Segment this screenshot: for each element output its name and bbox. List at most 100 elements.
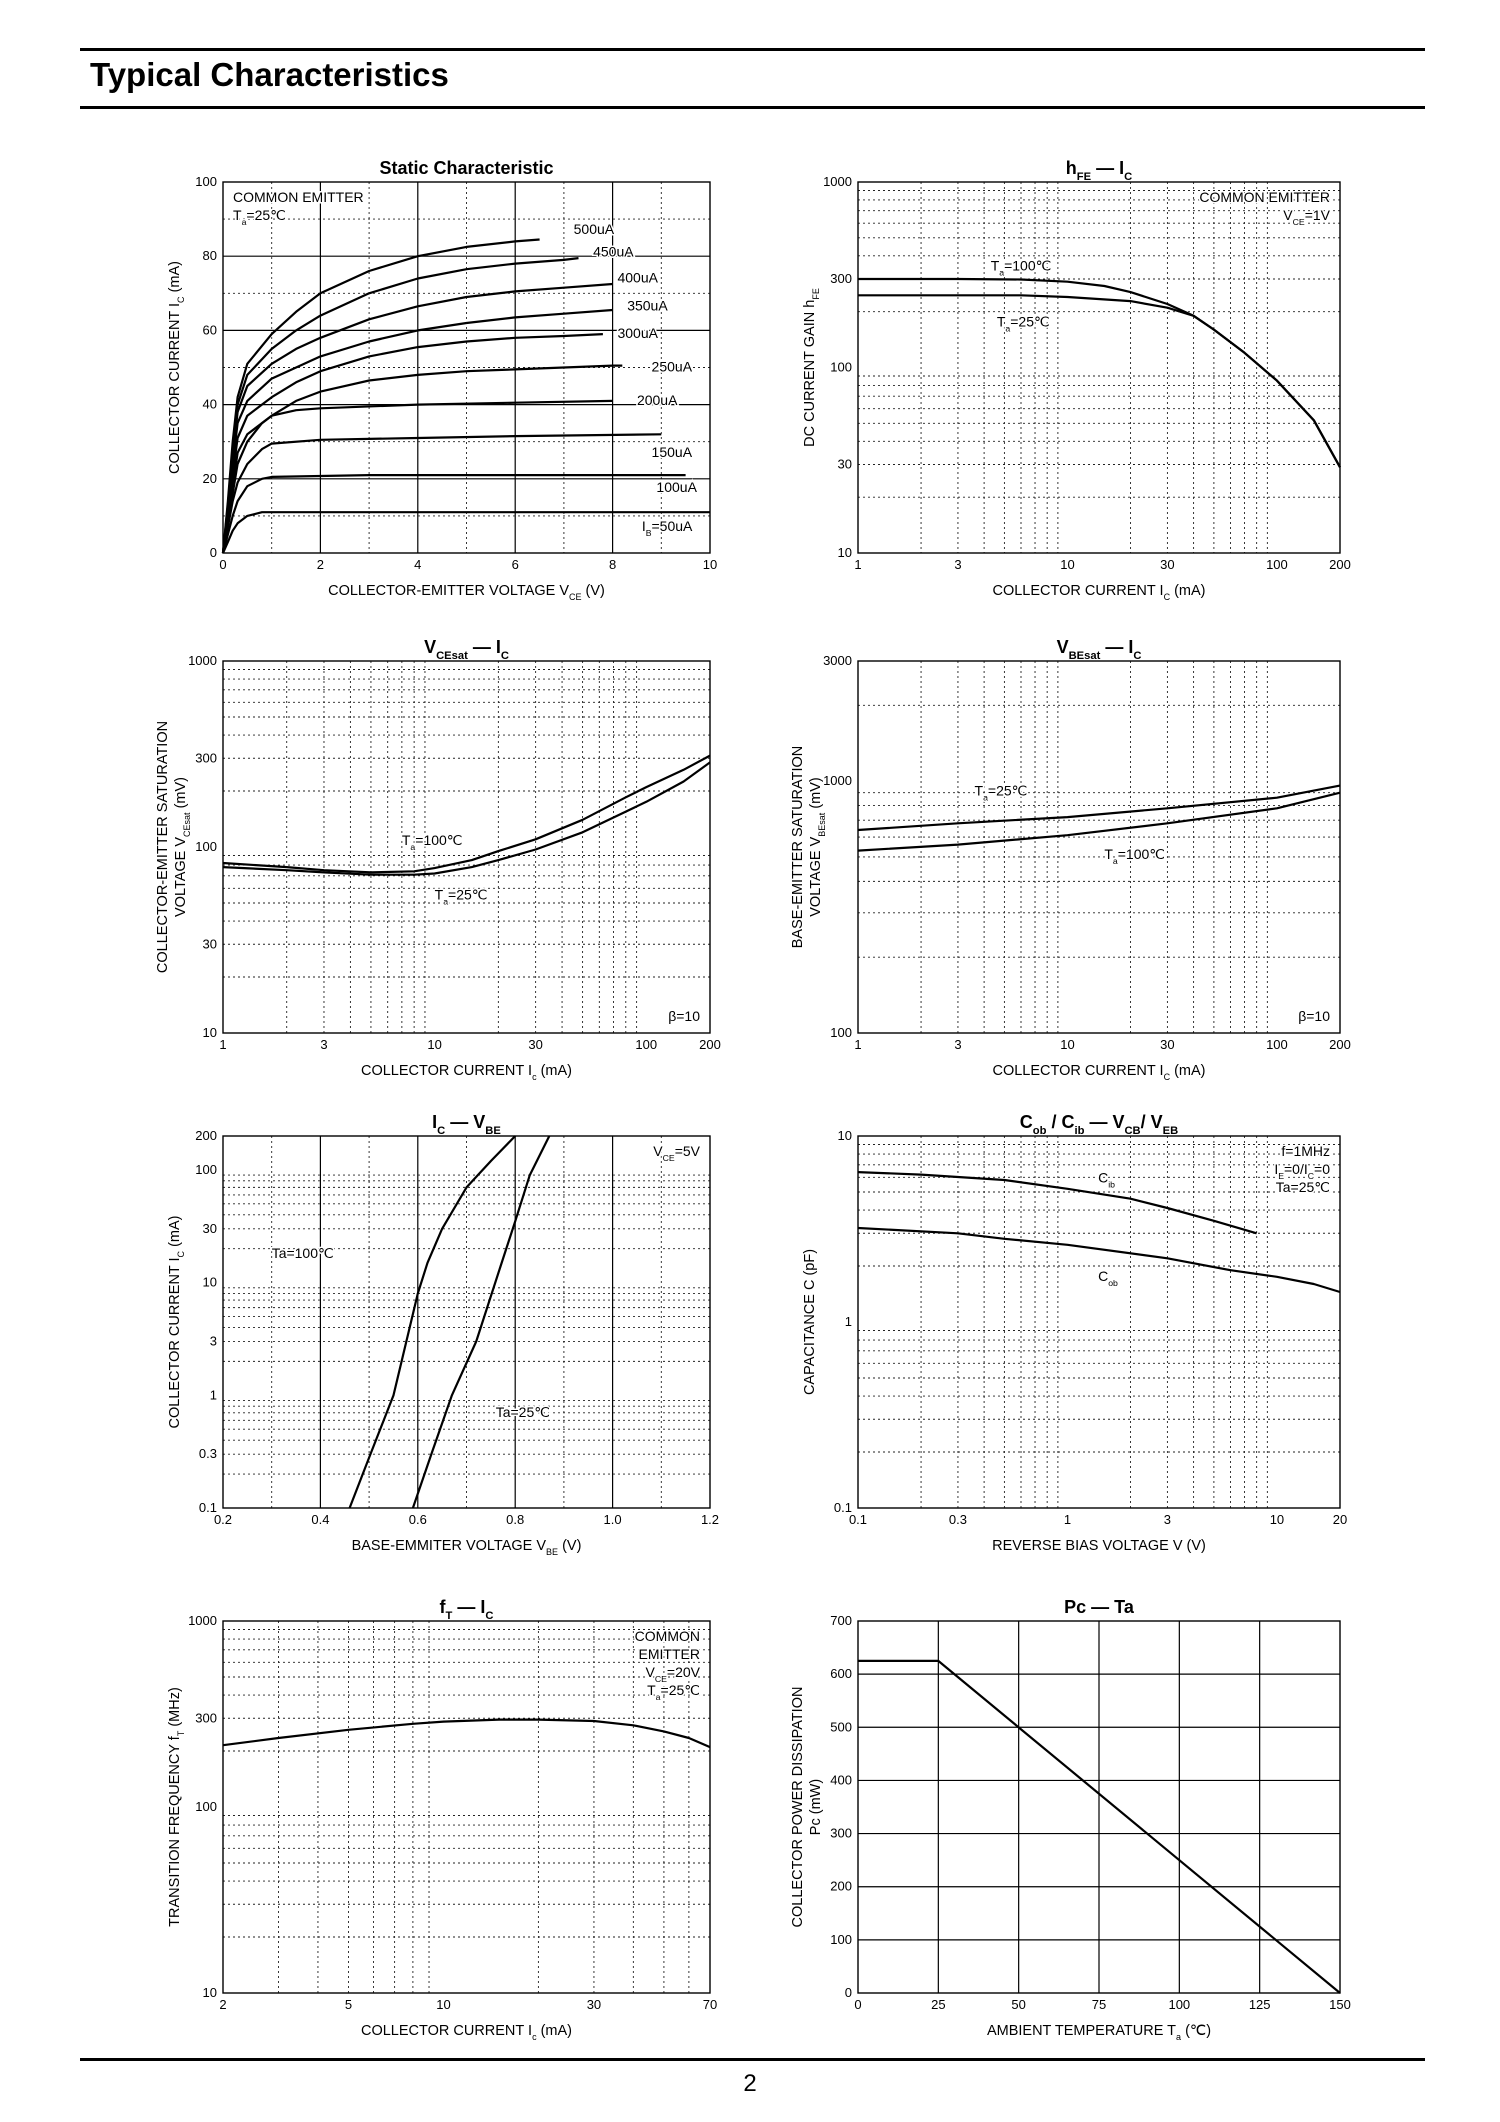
y-tick-label: 1 bbox=[210, 1387, 217, 1402]
x-tick-label: 10 bbox=[1270, 1512, 1284, 1527]
y-axis-label: CAPACITANCE C (pF) bbox=[802, 1249, 818, 1395]
y-tick-label: 300 bbox=[195, 750, 217, 765]
chart-note: Ta=25℃ bbox=[233, 207, 286, 227]
x-tick-label: 0.8 bbox=[506, 1512, 524, 1527]
y-tick-label: 600 bbox=[830, 1666, 852, 1681]
y-tick-label: 10 bbox=[203, 1025, 217, 1040]
x-tick-label: 5 bbox=[345, 1997, 352, 2012]
plot-frame bbox=[857, 1135, 1341, 1509]
chart-capacitance: 0.1 0.3 1 3 10 20 0.1 1 10 Cob / Cib — VCB/ VEB RE… bbox=[802, 1112, 1347, 1554]
x-tick-label: 30 bbox=[1160, 1037, 1174, 1052]
y-tick-label: 30 bbox=[838, 456, 852, 471]
x-tick-label: 0.1 bbox=[849, 1512, 867, 1527]
bottom-rule bbox=[80, 2058, 1425, 2061]
chart-note: IE=0/IC=0 bbox=[1274, 1161, 1330, 1181]
y-tick-label: 80 bbox=[203, 248, 217, 263]
x-tick-label: 3 bbox=[320, 1037, 327, 1052]
y-tick-label: 700 bbox=[830, 1613, 852, 1628]
x-axis-label: REVERSE BIAS VOLTAGE V (V) bbox=[992, 1538, 1206, 1554]
grid bbox=[858, 1136, 1340, 1508]
x-tick-label: 10 bbox=[436, 1997, 450, 2012]
x-axis-label: COLLECTOR CURRENT Ic (mA) bbox=[361, 2023, 572, 2042]
x-tick-label: 20 bbox=[1333, 1512, 1347, 1527]
chart-note: EMITTER bbox=[639, 1646, 700, 1662]
x-tick-label: 70 bbox=[703, 1997, 717, 2012]
chart-note: VCE=1V bbox=[1283, 207, 1330, 227]
x-axis-label: COLLECTOR CURRENT Ic (mA) bbox=[361, 1063, 572, 1082]
y-tick-label: 300 bbox=[830, 1826, 852, 1841]
series-line bbox=[221, 433, 662, 554]
y-tick-label: 1000 bbox=[188, 653, 217, 668]
chart-note: VCE=20V bbox=[645, 1664, 700, 1684]
series-line bbox=[348, 1135, 516, 1509]
chart-title: fT — IC bbox=[440, 1597, 494, 1622]
title-underline bbox=[80, 106, 1425, 109]
y-tick-label: 500 bbox=[830, 1719, 852, 1734]
grid bbox=[858, 182, 1340, 553]
y-tick-label: 30 bbox=[203, 1221, 217, 1236]
plot-frame bbox=[857, 660, 1341, 1034]
y-axis-label: COLLECTOR CURRENT IC (mA) bbox=[167, 261, 186, 474]
x-tick-label: 100 bbox=[635, 1037, 657, 1052]
x-axis-label: COLLECTOR CURRENT IC (mA) bbox=[992, 1063, 1205, 1082]
y-tick-label: 100 bbox=[830, 360, 852, 375]
x-tick-label: 50 bbox=[1011, 1997, 1025, 2012]
series-label: 300uA bbox=[617, 325, 658, 341]
y-tick-label: 100 bbox=[830, 1025, 852, 1040]
x-tick-label: 150 bbox=[1329, 1997, 1351, 2012]
x-tick-label: 10 bbox=[1060, 557, 1074, 572]
series-label: 500uA bbox=[574, 221, 615, 237]
y-tick-label: 300 bbox=[195, 1710, 217, 1725]
y-axis-label-line2: VOLTAGE VBEsat (mV) bbox=[808, 777, 827, 917]
x-tick-label: 1.2 bbox=[701, 1512, 719, 1527]
x-tick-label: 200 bbox=[1329, 557, 1351, 572]
y-tick-label: 10 bbox=[203, 1275, 217, 1290]
chart-ic-vbe: 0.2 0.4 0.6 0.8 1.0 1.2 0.1 0.3 1 3 10 30 100 200 IC —… bbox=[167, 1112, 719, 1557]
y-tick-label: 300 bbox=[830, 271, 852, 286]
series-line bbox=[221, 333, 603, 554]
x-tick-label: 0 bbox=[219, 557, 226, 572]
chart-title: Pc — Ta bbox=[1064, 1597, 1135, 1617]
x-tick-label: 75 bbox=[1092, 1997, 1106, 2012]
y-axis-label-line2: Pc (mW) bbox=[808, 1779, 824, 1835]
series-line bbox=[857, 784, 1341, 832]
series-line bbox=[222, 1718, 711, 1749]
series-label: Ta=25℃ bbox=[997, 313, 1050, 333]
x-tick-label: 1 bbox=[854, 557, 861, 572]
plot-frame bbox=[222, 1620, 711, 1994]
series-line bbox=[857, 791, 1341, 852]
y-tick-label: 3000 bbox=[823, 653, 852, 668]
chart-title: VCEsat — IC bbox=[424, 637, 509, 662]
y-tick-label: 200 bbox=[195, 1128, 217, 1143]
series-label: Ta=100℃ bbox=[272, 1245, 334, 1261]
series-label: Ta=25℃ bbox=[975, 782, 1028, 802]
x-tick-label: 10 bbox=[1060, 1037, 1074, 1052]
series-label: 150uA bbox=[652, 444, 693, 460]
x-tick-label: 0.2 bbox=[214, 1512, 232, 1527]
x-tick-label: 10 bbox=[703, 557, 717, 572]
y-tick-label: 0.1 bbox=[834, 1500, 852, 1515]
y-axis-label: DC CURRENT GAIN hFE bbox=[802, 288, 821, 447]
chart-note: COMMON bbox=[635, 1628, 700, 1644]
series-label: 100uA bbox=[656, 479, 697, 495]
y-tick-label: 30 bbox=[203, 936, 217, 951]
series-line bbox=[222, 761, 711, 876]
chart-title: IC — VBE bbox=[432, 1112, 501, 1137]
x-tick-label: 0.6 bbox=[409, 1512, 427, 1527]
series-label: Cob bbox=[1098, 1268, 1118, 1288]
x-tick-label: 100 bbox=[1266, 1037, 1288, 1052]
x-tick-label: 0.3 bbox=[949, 1512, 967, 1527]
y-tick-label: 1000 bbox=[823, 773, 852, 788]
x-tick-label: 1.0 bbox=[604, 1512, 622, 1527]
x-tick-label: 3 bbox=[954, 557, 961, 572]
x-axis-label: COLLECTOR-EMITTER VOLTAGE VCE (V) bbox=[328, 583, 605, 602]
y-tick-label: 0 bbox=[210, 545, 217, 560]
series-label: 400uA bbox=[617, 269, 658, 285]
series-line bbox=[221, 308, 613, 554]
chart-title: VBEsat — IC bbox=[1057, 637, 1142, 662]
plot-frame bbox=[222, 1135, 711, 1509]
series-label: 350uA bbox=[627, 297, 668, 313]
y-tick-label: 0.3 bbox=[199, 1446, 217, 1461]
grid bbox=[223, 1136, 710, 1508]
